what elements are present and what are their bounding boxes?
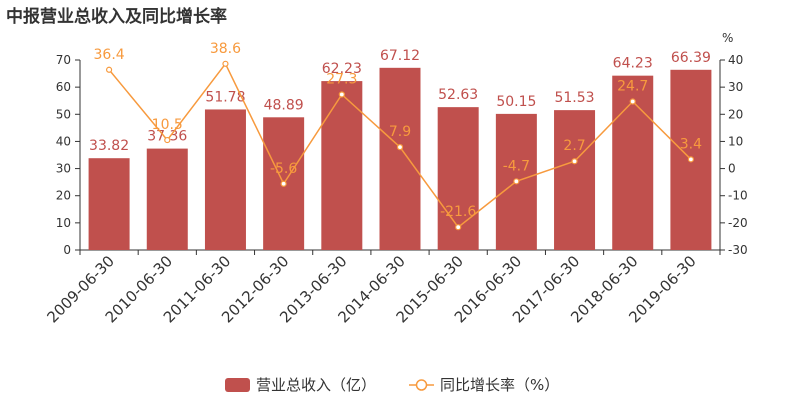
legend-bar-label: 营业总收入（亿） [256,376,376,394]
y-right-tick-label: 40 [728,53,743,67]
legend-line-marker [415,379,428,391]
bar-value-label: 33.82 [89,138,129,154]
bar-value-label: 67.12 [380,48,420,64]
growth-rate-label: 2.7 [563,138,585,154]
y-right-tick-label: 20 [728,107,743,121]
bar [146,148,188,250]
y-left-tick-label: 30 [56,162,71,176]
growth-rate-point [455,224,462,231]
bar-value-label: 52.63 [438,87,478,103]
growth-rate-point [629,98,636,105]
y-left-tick-label: 0 [63,243,71,257]
growth-rate-point [105,66,113,73]
y-left-tick-label: 10 [56,216,71,230]
bar-value-label: 51.53 [554,90,594,106]
growth-rate-label: 3.4 [680,136,702,152]
y-left-tick-label: 70 [56,53,71,67]
growth-rate-label: 27.3 [326,71,357,87]
y-right-tick-label: -10 [728,189,748,203]
growth-rate-label: -4.7 [503,158,530,174]
bar-value-label: 62.23 [322,61,362,77]
bar-value-label: 64.23 [613,56,653,72]
bar-value-label: 37.36 [147,129,187,145]
growth-rate-label: 36.4 [94,47,125,63]
bar-value-label: 50.15 [496,94,536,110]
legend-line-label: 同比增长率（%） [440,376,559,394]
bar-value-label: 66.39 [671,50,711,66]
growth-rate-point [222,60,229,67]
growth-rate-label: -5.6 [270,161,297,177]
growth-rate-point [338,91,345,98]
y-right-tick-label: -20 [728,216,748,230]
growth-rate-point [164,136,171,144]
bar-value-label: 51.78 [205,89,245,105]
bar-value-label: 48.89 [264,97,304,113]
bar [204,109,246,250]
chart-title: 中报营业总收入及同比增长率 [6,7,227,27]
y-right-tick-label: 30 [728,80,743,94]
growth-rate-point [571,158,578,165]
y-left-tick-label: 60 [56,80,71,94]
growth-rate-point [396,144,404,151]
bar [88,158,130,250]
y-right-tick-label: 0 [728,162,736,176]
y-left-tick-label: 20 [56,189,71,203]
bar [612,75,654,250]
growth-rate-point [687,156,695,163]
bar [321,81,363,250]
growth-rate-label: -21.6 [440,204,476,220]
growth-rate-label: 38.6 [210,41,241,57]
bar [554,110,596,250]
y-left-tick-label: 40 [56,134,71,148]
y-right-tick-label: 10 [728,134,743,148]
y-right-unit-label: % [722,31,733,45]
bar [379,67,421,251]
y-right-tick-label: -30 [728,243,748,257]
growth-rate-label: 7.9 [389,124,411,140]
y-left-tick-label: 50 [56,107,71,121]
growth-rate-point [513,178,520,185]
growth-rate-label: 24.7 [617,79,648,95]
legend-bar-swatch [225,378,250,392]
growth-rate-point [280,180,287,187]
growth-rate-label: 10.5 [152,117,183,133]
